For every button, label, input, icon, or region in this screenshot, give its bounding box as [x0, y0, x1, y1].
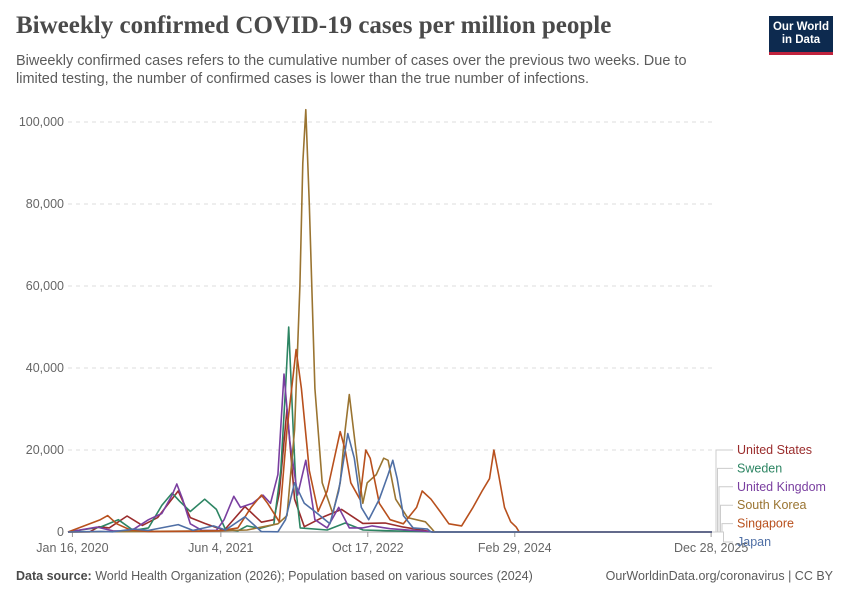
y-tick-label: 0	[57, 525, 64, 539]
legend: United States Sweden United Kingdom South K…	[712, 443, 826, 549]
data-source-label: Data source:	[16, 569, 92, 583]
footer-link[interactable]: OurWorldinData.org/coronavirus | CC BY	[605, 569, 833, 583]
legend-item-sweden[interactable]: Sweden	[737, 461, 782, 475]
chart-subtitle: Biweekly confirmed cases refers to the c…	[16, 53, 687, 87]
data-source: Data source: World Health Organization (…	[16, 569, 533, 583]
data-source-text: World Health Organization (2026); Popula…	[95, 569, 533, 583]
series-line-singapore[interactable]	[67, 348, 712, 533]
series-line-japan[interactable]	[67, 432, 712, 533]
y-axis-ticks: 0 20,000 40,000 60,000 80,000 100,000	[19, 115, 64, 539]
x-tick-label: Jun 4, 2021	[188, 541, 253, 555]
legend-connector	[712, 467, 733, 533]
legend-item-singapore[interactable]: Singapore	[737, 517, 794, 531]
legend-item-united-states[interactable]: United States	[737, 443, 812, 457]
series-line-sweden[interactable]	[67, 326, 712, 533]
y-tick-label: 40,000	[26, 361, 64, 375]
x-tick-label: Jan 16, 2020	[36, 541, 108, 555]
x-axis-ticks: Jan 16, 2020 Jun 4, 2021 Oct 17, 2022 Feb 2…	[36, 532, 748, 555]
series-lines	[67, 108, 712, 533]
legend-item-south-korea[interactable]: South Korea	[737, 498, 807, 512]
x-tick-label: Oct 17, 2022	[332, 541, 404, 555]
legend-connector	[712, 523, 733, 533]
legend-connector	[712, 449, 733, 533]
owid-logo[interactable]: Our World in Data	[769, 16, 833, 55]
chart-title: Biweekly confirmed COVID-19 cases per mi…	[16, 12, 612, 39]
logo-line1: Our World	[772, 21, 829, 33]
y-tick-label: 20,000	[26, 443, 64, 457]
y-tick-label: 60,000	[26, 279, 64, 293]
x-tick-label: Feb 29, 2024	[478, 541, 552, 555]
y-tick-label: 100,000	[19, 115, 64, 129]
legend-item-united-kingdom[interactable]: United Kingdom	[737, 480, 826, 494]
legend-item-japan[interactable]: Japan	[737, 535, 771, 549]
y-tick-label: 80,000	[26, 197, 64, 211]
x-tick-label: Dec 28, 2025	[674, 541, 748, 555]
legend-connector	[712, 531, 733, 543]
series-line-united-states[interactable]	[67, 408, 712, 533]
series-line-united-kingdom[interactable]	[67, 373, 712, 533]
logo-line2: in Data	[781, 34, 821, 46]
